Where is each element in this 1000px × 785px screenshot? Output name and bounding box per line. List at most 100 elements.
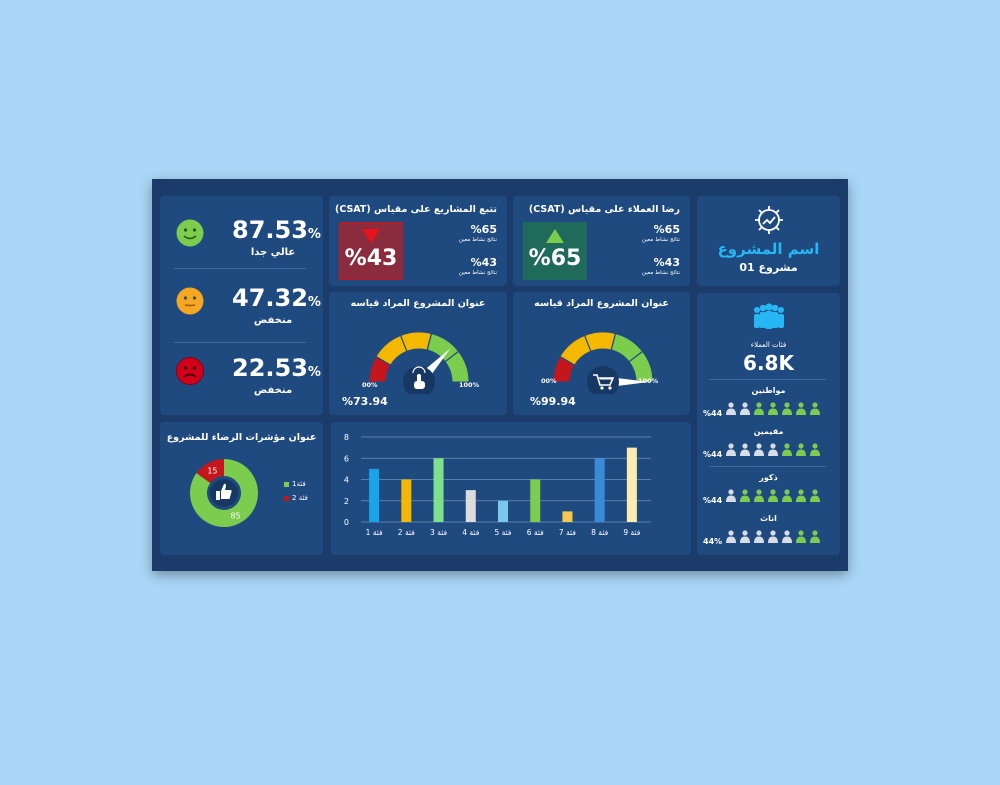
x-tick-label: فئة 3 xyxy=(430,528,447,537)
segment-label: اناث xyxy=(760,514,777,523)
x-tick-label: فئة 4 xyxy=(462,528,479,537)
legend-swatch xyxy=(284,495,289,501)
person-icon xyxy=(768,530,778,543)
csat-customers-box: %65 xyxy=(523,222,587,280)
smiley-happy-icon xyxy=(176,219,204,247)
project-title: اسم المشروع xyxy=(717,240,820,258)
csat-customers-stat1-value: %65 xyxy=(653,223,680,236)
person-icon xyxy=(796,443,806,456)
donut-title: عنوان مؤشرات الرضاء للمشروع xyxy=(166,432,317,443)
segment-pct: %44 xyxy=(703,409,723,418)
y-tick-label: 8 xyxy=(344,433,349,442)
csat-projects-stat1-label: نتائج نشاط معين xyxy=(458,237,497,243)
person-icon xyxy=(810,443,820,456)
person-icon xyxy=(740,402,750,415)
y-tick-label: 6 xyxy=(344,454,349,463)
person-icon xyxy=(740,489,750,502)
segment-icons xyxy=(725,489,821,502)
smiley-sad-icon xyxy=(176,357,204,385)
bar xyxy=(594,458,605,522)
project-subtitle: مشروع 01 xyxy=(739,261,798,274)
csat-projects-stat2-label: نتائج نشاط معين xyxy=(458,270,497,276)
shopping-cart-icon xyxy=(593,374,615,390)
bar-chart-card: 0 2 4 6 8 فئة 1 فئة 2 فئة 3 فئة 4 فئة 5 فئة 6 فئة 7… xyxy=(331,422,691,555)
legend-item: فئة1 xyxy=(284,480,306,488)
gauge-segment xyxy=(610,332,654,383)
person-icon xyxy=(726,489,736,502)
segment-label: مقيمين xyxy=(753,427,784,436)
x-tick-label: فئة 9 xyxy=(623,528,640,537)
satisfaction-label: منخفض xyxy=(253,315,293,326)
donut-value-label: 85 xyxy=(230,512,240,521)
csat-customers-stat2-label: نتائج نشاط معين xyxy=(641,270,680,276)
satisfaction-suffix: % xyxy=(307,227,321,242)
csat-customers-stat1-label: نتائج نشاط معين xyxy=(641,237,680,243)
divider xyxy=(709,379,826,380)
arrow-down-icon xyxy=(362,229,380,243)
csat-customers-stat2-value: %43 xyxy=(653,256,680,269)
segment-pct: %44 xyxy=(703,450,723,459)
dashboard-slide: اسم المشروع مشروع 01 فئات العملاء 6.8K م… xyxy=(152,179,848,571)
satisfaction-value: 87.53 xyxy=(232,216,308,244)
person-icon xyxy=(768,402,778,415)
person-icon xyxy=(782,402,792,415)
customers-caption: فئات العملاء xyxy=(750,341,787,349)
person-icon xyxy=(796,530,806,543)
bar xyxy=(369,468,380,522)
satisfaction-label: منخفض xyxy=(253,385,293,396)
person-icon xyxy=(782,530,792,543)
csat-projects-value: %43 xyxy=(344,246,398,271)
person-icon xyxy=(810,489,820,502)
thumbs-up-icon xyxy=(216,483,232,500)
segment-pct: 44% xyxy=(703,537,723,546)
gauge-needle xyxy=(425,348,451,375)
satisfaction-card: 87.53% عالي جدا 47.32% منخفض 22.53% منخفض xyxy=(160,196,323,415)
legend-label: فئة1 xyxy=(292,480,306,488)
satisfaction-value: 47.32 xyxy=(232,284,308,312)
person-icon xyxy=(782,489,792,502)
person-icon xyxy=(768,489,778,502)
gauge-right-min: 00% xyxy=(541,377,557,385)
satisfaction-value-row: 22.53% xyxy=(232,354,321,382)
bar-chart: 0 2 4 6 8 فئة 1 فئة 2 فئة 3 فئة 4 فئة 5 فئة 6 فئة 7… xyxy=(344,433,651,537)
person-icon xyxy=(754,530,764,543)
x-tick-label: فئة 2 xyxy=(398,528,415,537)
donut-slice xyxy=(190,459,258,527)
csat-customers-card: رضا العملاء على مقياس (CSAT) %65 %65 نتا… xyxy=(513,196,690,286)
person-icon xyxy=(726,402,736,415)
person-icon xyxy=(726,443,736,456)
bar xyxy=(433,458,444,522)
csat-projects-title: تتبع المشاريع على مقياس (CSAT) xyxy=(334,204,497,215)
x-tick-label: فئة 6 xyxy=(527,528,544,537)
person-icon xyxy=(754,443,764,456)
gauge-right xyxy=(552,331,654,394)
bar xyxy=(626,447,637,522)
person-icon xyxy=(754,489,764,502)
x-tick-label: فئة 5 xyxy=(494,528,511,537)
project-card: اسم المشروع مشروع 01 xyxy=(697,196,840,286)
arrow-up-icon xyxy=(546,229,564,243)
y-tick-label: 2 xyxy=(344,497,349,506)
satisfaction-suffix: % xyxy=(307,295,321,310)
divider xyxy=(174,268,306,269)
legend-label: فئة 2 xyxy=(292,494,308,502)
divider xyxy=(174,342,306,343)
gauge-left xyxy=(368,331,470,394)
gauge-left-title: عنوان المشروع المراد قياسه xyxy=(350,298,486,309)
bar xyxy=(562,511,573,522)
person-icon xyxy=(740,530,750,543)
satisfaction-value-row: 47.32% xyxy=(232,284,321,312)
gauge-right-title: عنوان المشروع المراد قياسه xyxy=(534,298,669,309)
gauge-left-min-label: 00% xyxy=(362,381,378,389)
segment-pct: %44 xyxy=(703,496,723,505)
y-tick-label: 0 xyxy=(344,518,349,527)
donut-slice xyxy=(196,459,224,484)
gauge-segment xyxy=(375,331,433,366)
segment-icons xyxy=(725,530,821,543)
satisfaction-value-row: 87.53% xyxy=(232,216,321,244)
legend-swatch xyxy=(284,481,289,487)
x-tick-label: فئة 1 xyxy=(366,528,383,537)
satisfaction-value: 22.53 xyxy=(232,354,308,382)
gauge-segment xyxy=(559,331,617,366)
bar xyxy=(498,500,508,522)
